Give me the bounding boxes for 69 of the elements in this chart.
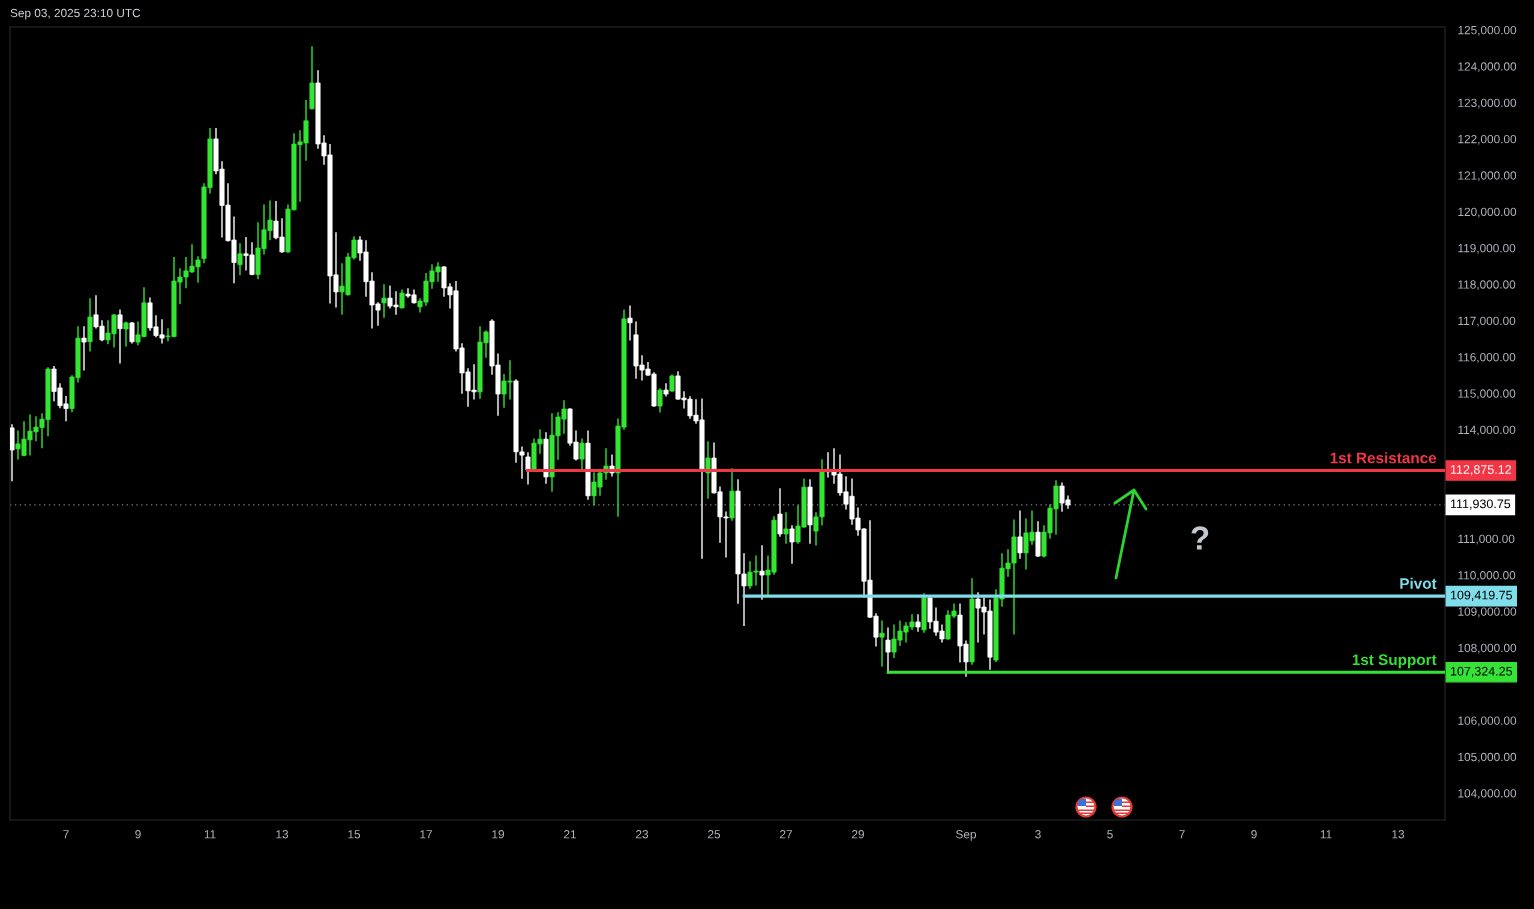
x-tick-label: 15 bbox=[348, 830, 361, 839]
candlestick bbox=[789, 525, 795, 564]
y-tick-label: 115,000.00 bbox=[1458, 389, 1516, 400]
x-tick-label: 11 bbox=[204, 830, 216, 839]
y-tick-label: 123,000.00 bbox=[1458, 98, 1517, 109]
y-tick-label: 105,000.00 bbox=[1458, 752, 1517, 763]
x-tick-label: 23 bbox=[636, 830, 649, 839]
candlestick bbox=[1017, 510, 1023, 559]
x-tick-label: 25 bbox=[708, 830, 721, 839]
series-label: 1st Resistance bbox=[1330, 452, 1437, 464]
x-tick-label: 9 bbox=[1251, 830, 1257, 839]
candlestick bbox=[579, 438, 585, 471]
series-label: Pivot bbox=[1400, 577, 1437, 589]
y-tick-label: 124,000.00 bbox=[1458, 62, 1517, 73]
candlestick bbox=[663, 383, 669, 397]
data-label: 109,419.75 bbox=[1450, 590, 1513, 601]
y-tick-label: 118,000.00 bbox=[1458, 280, 1516, 291]
x-tick-label: 21 bbox=[564, 830, 576, 839]
x-tick-label: 3 bbox=[1035, 830, 1041, 839]
x-tick-label: 9 bbox=[135, 830, 141, 839]
x-tick-label: 7 bbox=[63, 830, 69, 839]
y-tick-label: 114,000.00 bbox=[1458, 425, 1516, 436]
candlestick bbox=[123, 321, 129, 347]
y-tick-label: 108,000.00 bbox=[1458, 643, 1517, 654]
y-tick-label: 109,000.00 bbox=[1458, 607, 1517, 618]
y-tick-label: 111,000.00 bbox=[1458, 534, 1515, 545]
ref-line-label: 111,930.75 bbox=[1450, 499, 1511, 510]
annotation: ? bbox=[1191, 526, 1209, 550]
y-tick-label: 125,000.00 bbox=[1458, 25, 1517, 36]
y-tick-label: 104,000.00 bbox=[1458, 789, 1517, 799]
data-label: 112,875.12 bbox=[1450, 465, 1512, 476]
candlestick bbox=[1035, 521, 1041, 557]
candlestick bbox=[117, 309, 123, 364]
series-label: 1st Support bbox=[1352, 654, 1437, 669]
candlestick bbox=[759, 545, 765, 600]
y-tick-label: 120,000.00 bbox=[1458, 207, 1517, 218]
x-tick-label: Sep bbox=[956, 830, 977, 841]
y-tick-label: 117,000.00 bbox=[1458, 316, 1516, 327]
candlestick bbox=[129, 322, 135, 344]
candlestick bbox=[879, 620, 885, 667]
y-tick-label: 106,000.00 bbox=[1458, 716, 1517, 727]
data-label: 107,324.25 bbox=[1450, 666, 1513, 678]
x-tick-label: 7 bbox=[1179, 830, 1185, 839]
candlestick bbox=[237, 243, 243, 276]
candlestick bbox=[627, 305, 633, 341]
candlestick bbox=[915, 614, 921, 632]
x-tick-label: 29 bbox=[852, 830, 865, 839]
candlestick bbox=[81, 326, 87, 371]
x-tick-label: 11 bbox=[1320, 830, 1332, 839]
candlestick bbox=[885, 627, 891, 674]
candlestick bbox=[10, 424, 15, 482]
candlestick bbox=[381, 284, 387, 318]
y-tick-label: 121,000.00 bbox=[1458, 171, 1517, 182]
x-tick-label: 5 bbox=[1107, 830, 1113, 839]
y-tick-label: 116,000.00 bbox=[1458, 353, 1516, 363]
y-tick-label: 119,000.00 bbox=[1458, 244, 1516, 254]
y-tick-label: 122,000.00 bbox=[1458, 134, 1517, 145]
candlestick bbox=[783, 512, 789, 544]
candlestick bbox=[525, 452, 531, 485]
candlestick bbox=[705, 441, 711, 499]
candlestick bbox=[657, 388, 663, 413]
x-tick-label: 13 bbox=[1392, 830, 1405, 839]
x-tick-label: 13 bbox=[276, 830, 289, 839]
y-tick-label: 110,000.00 bbox=[1458, 571, 1516, 581]
x-tick-label: 27 bbox=[780, 830, 792, 839]
candlestick bbox=[777, 488, 783, 537]
x-tick-label: 17 bbox=[420, 830, 432, 839]
text: Sep 03, 2025 23:10 UTC bbox=[10, 8, 141, 20]
x-tick-label: 19 bbox=[492, 830, 505, 839]
